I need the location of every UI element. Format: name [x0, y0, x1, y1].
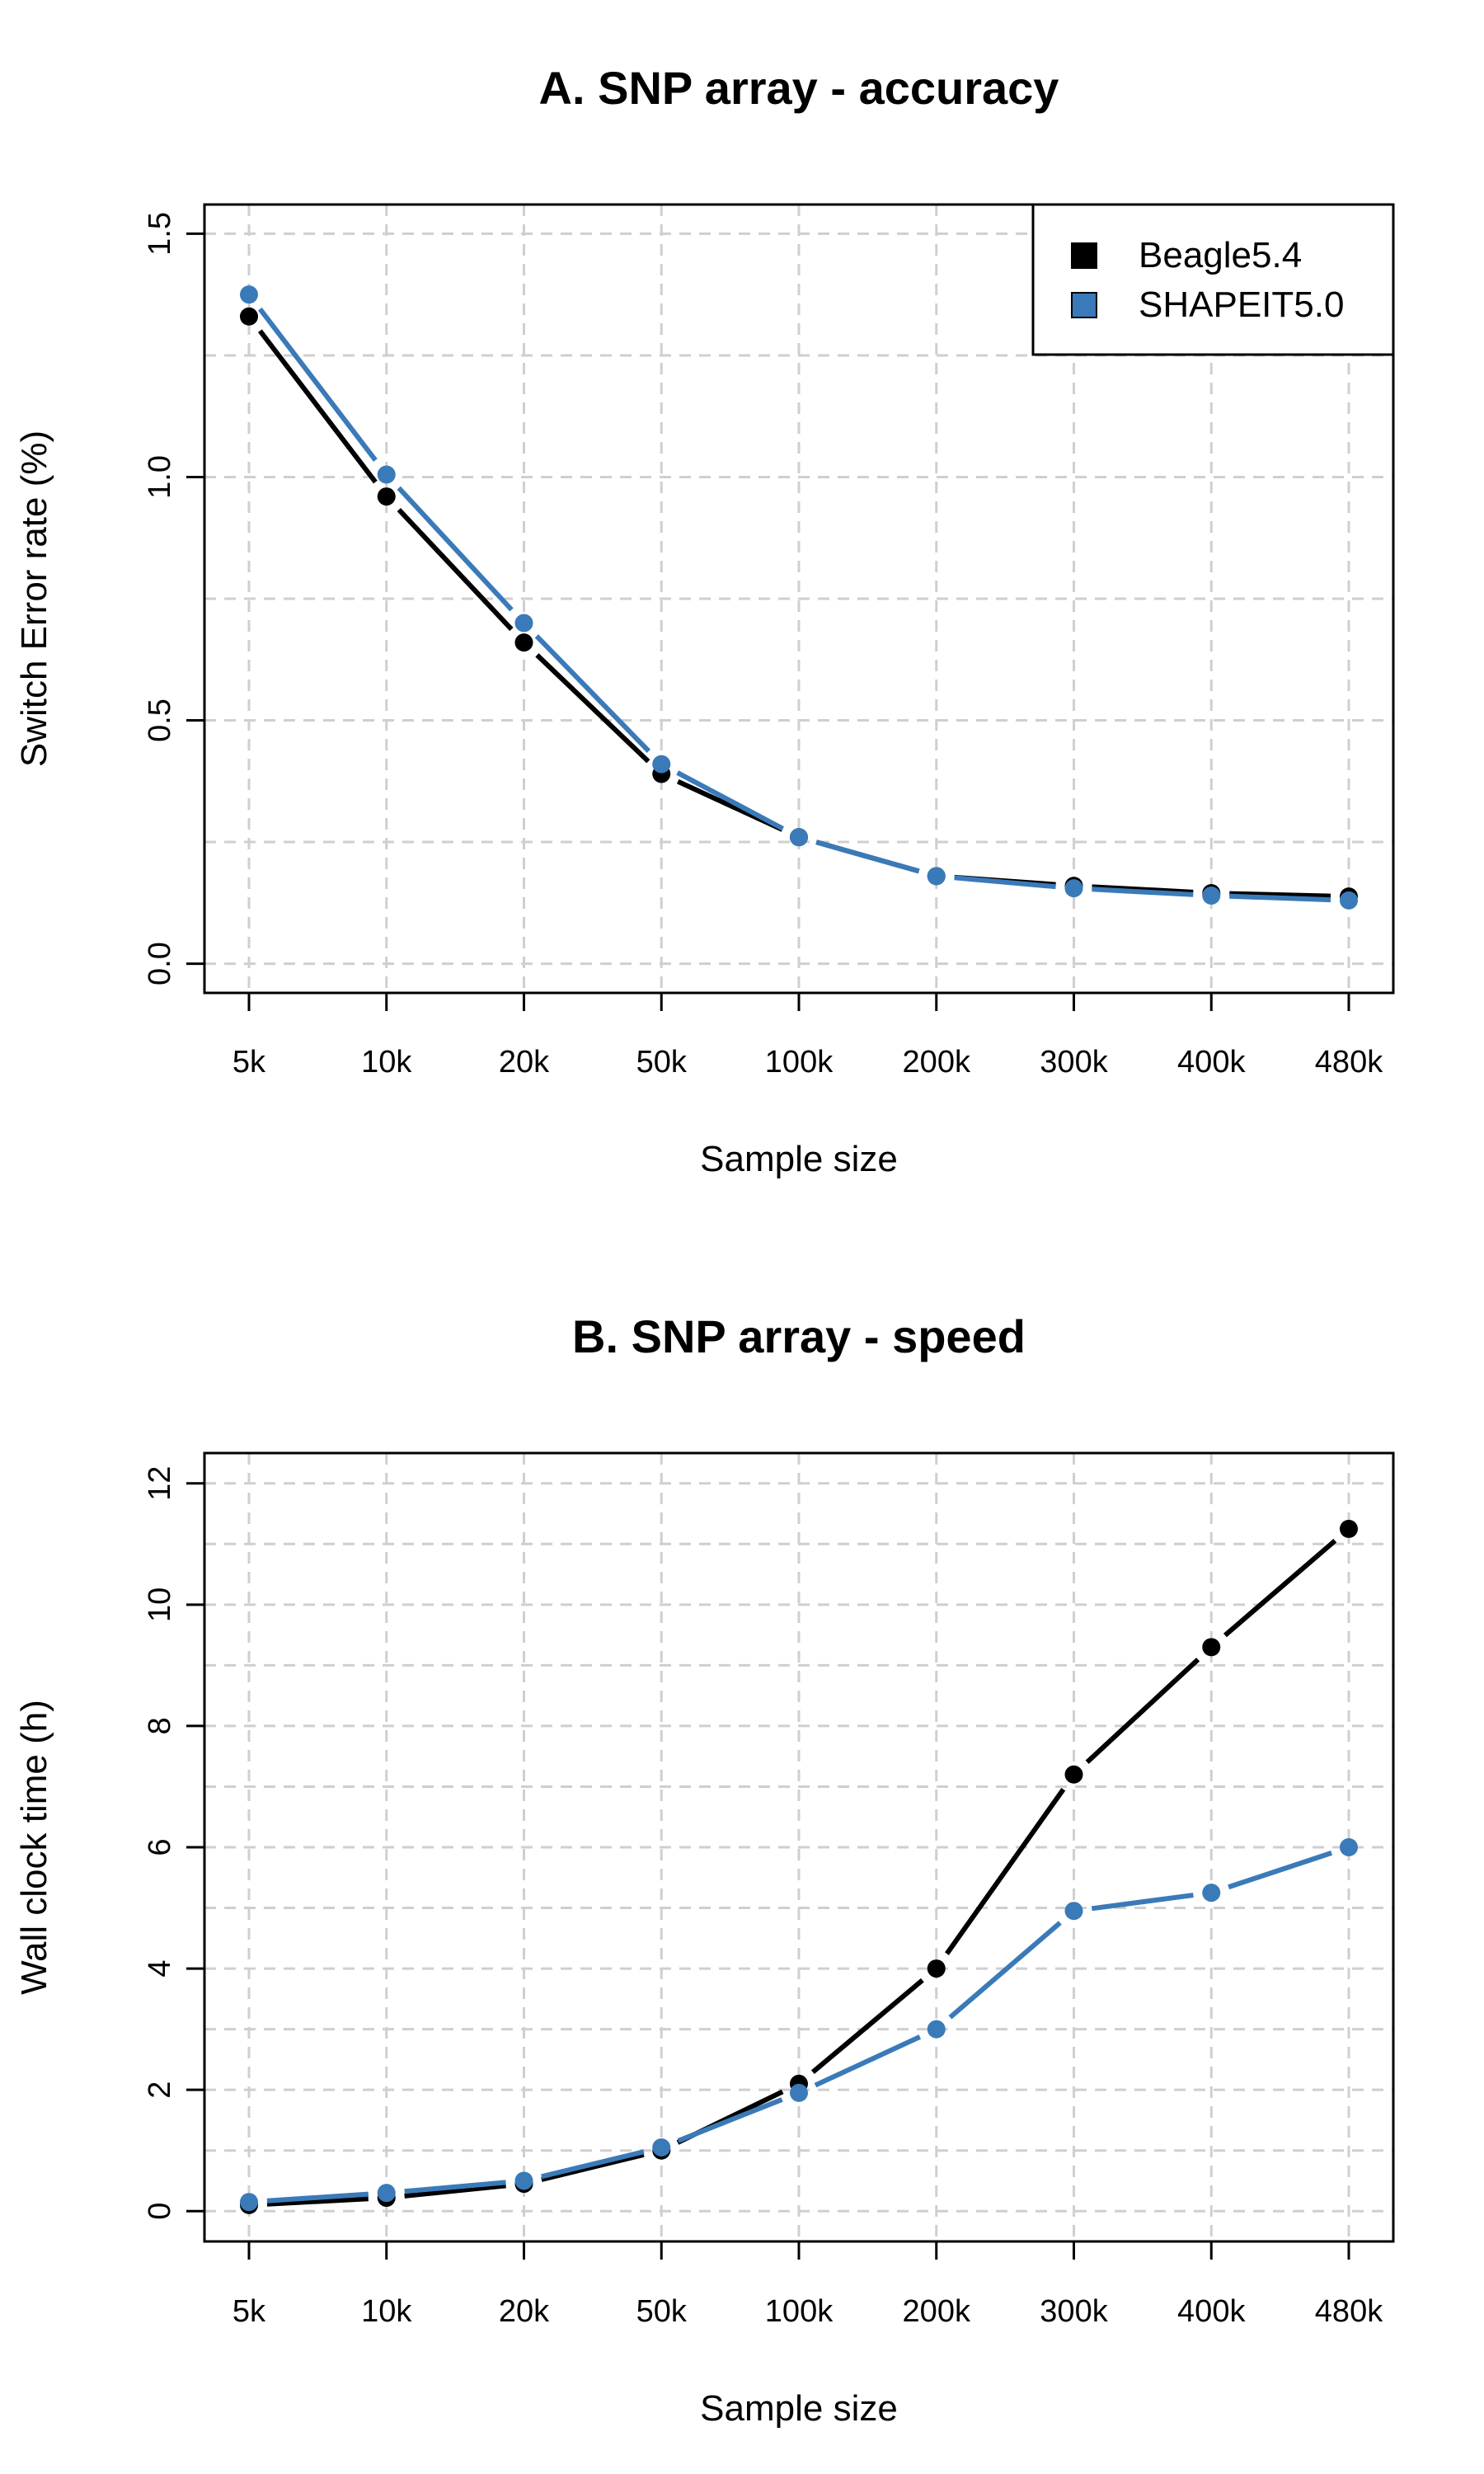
- data-point-shapeit5-0: [927, 867, 946, 886]
- data-point-shapeit5-0: [790, 828, 808, 847]
- series-line-beagle5-4: [257, 329, 378, 484]
- x-tick-label: 100k: [765, 2294, 834, 2329]
- y-axis-label: Wall clock time (h): [14, 1700, 54, 1995]
- data-point-shapeit5-0: [377, 465, 396, 484]
- data-point-beagle5-4: [1202, 1638, 1221, 1657]
- legend-swatch: [1071, 292, 1097, 318]
- series-line-shapeit5-0: [677, 2097, 783, 2143]
- series-line-shapeit5-0: [1091, 1893, 1194, 1912]
- data-point-shapeit5-0: [1064, 879, 1083, 898]
- data-point-beagle5-4: [377, 487, 396, 506]
- y-tick-label: 0: [143, 2203, 177, 2220]
- series-line-shapeit5-0: [948, 1921, 1062, 2020]
- data-point-shapeit5-0: [1340, 1838, 1358, 1856]
- x-tick-label: 10k: [361, 1045, 412, 1079]
- legend-box: [1031, 203, 1395, 356]
- series-line-shapeit5-0: [1228, 1851, 1333, 1890]
- data-point-beagle5-4: [240, 307, 258, 326]
- series-line-shapeit5-0: [257, 307, 378, 462]
- y-tick-label: 4: [143, 1960, 177, 1978]
- data-point-shapeit5-0: [790, 2083, 808, 2102]
- y-tick-label: 1.5: [143, 212, 177, 256]
- series-line-shapeit5-0: [1092, 887, 1194, 897]
- x-tick-label: 300k: [1040, 1045, 1108, 1079]
- data-point-shapeit5-0: [1340, 891, 1358, 910]
- x-tick-label: 400k: [1177, 1045, 1246, 1079]
- chart-title-accuracy: A. SNP array - accuracy: [539, 62, 1059, 114]
- series-line-shapeit5-0: [397, 486, 514, 612]
- series-line-shapeit5-0: [534, 634, 651, 753]
- series-line-beagle5-4: [397, 508, 514, 632]
- data-point-shapeit5-0: [1202, 886, 1221, 905]
- x-tick-label: 10k: [361, 2294, 412, 2329]
- y-tick-label: 0.5: [143, 698, 177, 742]
- x-tick-label: 20k: [499, 2294, 550, 2329]
- y-tick-label: 8: [143, 1717, 177, 1734]
- data-point-shapeit5-0: [1064, 1902, 1083, 1921]
- data-point-shapeit5-0: [377, 2184, 396, 2203]
- y-axis-label: Switch Error rate (%): [14, 430, 54, 767]
- data-point-shapeit5-0: [240, 2193, 258, 2212]
- data-point-beagle5-4: [1064, 1765, 1083, 1784]
- series-line-beagle5-4: [404, 2183, 506, 2199]
- data-point-beagle5-4: [514, 633, 533, 652]
- series-line-shapeit5-0: [541, 2149, 645, 2180]
- legend-swatch: [1071, 242, 1097, 269]
- y-tick-label: 10: [143, 1587, 177, 1622]
- x-tick-label: 100k: [765, 1045, 834, 1079]
- x-axis-label: Sample size: [700, 2388, 898, 2429]
- data-point-shapeit5-0: [927, 2020, 946, 2039]
- series-line-beagle5-4: [266, 2196, 369, 2207]
- series-line-beagle5-4: [1229, 891, 1331, 899]
- series-line-beagle5-4: [541, 2152, 645, 2182]
- y-tick-label: 12: [143, 1466, 177, 1501]
- legend-label: SHAPEIT5.0: [1139, 285, 1344, 325]
- x-axis-label: Sample size: [700, 1139, 898, 1179]
- x-tick-label: 50k: [636, 2294, 688, 2329]
- x-tick-label: 5k: [232, 1045, 266, 1079]
- x-tick-label: 480k: [1315, 1045, 1383, 1079]
- data-point-shapeit5-0: [514, 2171, 533, 2190]
- data-point-shapeit5-0: [514, 614, 533, 633]
- x-tick-label: 200k: [903, 1045, 971, 1079]
- series-line-shapeit5-0: [815, 840, 920, 874]
- data-point-shapeit5-0: [652, 2138, 671, 2157]
- data-point-shapeit5-0: [240, 285, 258, 304]
- y-tick-label: 1.0: [143, 455, 177, 499]
- series-line-beagle5-4: [810, 1978, 924, 2074]
- x-tick-label: 5k: [232, 2294, 266, 2329]
- series-line-shapeit5-0: [676, 770, 784, 831]
- chart-title-speed: B. SNP array - speed: [572, 1310, 1026, 1362]
- series-line-shapeit5-0: [814, 2034, 922, 2088]
- series-line-shapeit5-0: [266, 2191, 369, 2204]
- series-line-beagle5-4: [1085, 1658, 1200, 1765]
- series-line-beagle5-4: [535, 653, 650, 764]
- x-tick-label: 480k: [1315, 2294, 1383, 2329]
- series-line-shapeit5-0: [1229, 893, 1331, 903]
- series-line-shapeit5-0: [954, 875, 1056, 890]
- y-tick-label: 0.0: [143, 942, 177, 985]
- series-line-beagle5-4: [1223, 1538, 1337, 1638]
- y-tick-label: 2: [143, 2081, 177, 2099]
- legend-label: Beagle5.4: [1139, 235, 1302, 275]
- x-tick-label: 300k: [1040, 2294, 1108, 2329]
- x-tick-label: 200k: [903, 2294, 971, 2329]
- x-tick-label: 50k: [636, 1045, 688, 1079]
- data-point-beagle5-4: [1340, 1519, 1358, 1538]
- x-tick-label: 20k: [499, 1045, 550, 1079]
- series-line-beagle5-4: [945, 1787, 1066, 1955]
- data-point-shapeit5-0: [652, 755, 671, 774]
- series-line-shapeit5-0: [404, 2180, 506, 2194]
- data-point-beagle5-4: [927, 1959, 946, 1978]
- x-tick-label: 400k: [1177, 2294, 1246, 2329]
- data-point-shapeit5-0: [1202, 1884, 1221, 1903]
- y-tick-label: 6: [143, 1838, 177, 1856]
